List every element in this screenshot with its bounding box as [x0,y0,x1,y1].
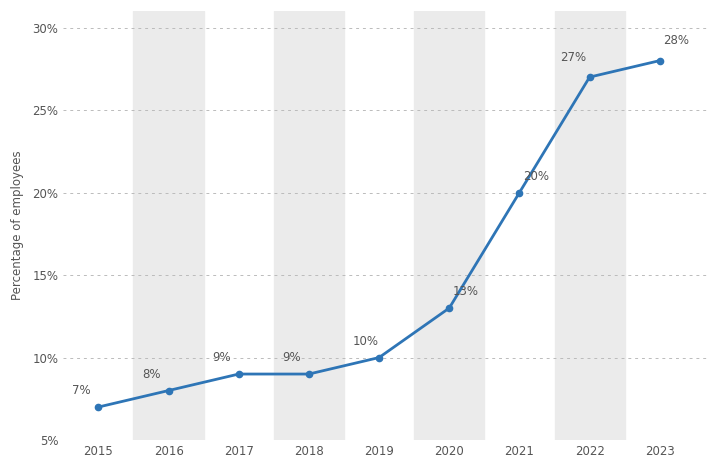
Text: 28%: 28% [663,34,689,47]
Bar [274,11,344,440]
Text: 10%: 10% [352,335,379,348]
Text: 8%: 8% [142,368,161,381]
Text: 9%: 9% [282,351,301,364]
Bar [414,11,485,440]
Text: 27%: 27% [560,51,586,64]
Text: 9%: 9% [212,351,230,364]
Text: 7%: 7% [72,384,90,397]
Text: 13%: 13% [453,285,479,298]
Text: 20%: 20% [523,170,549,183]
Y-axis label: Percentage of employees: Percentage of employees [11,151,24,300]
Bar [554,11,625,440]
Bar [133,11,204,440]
